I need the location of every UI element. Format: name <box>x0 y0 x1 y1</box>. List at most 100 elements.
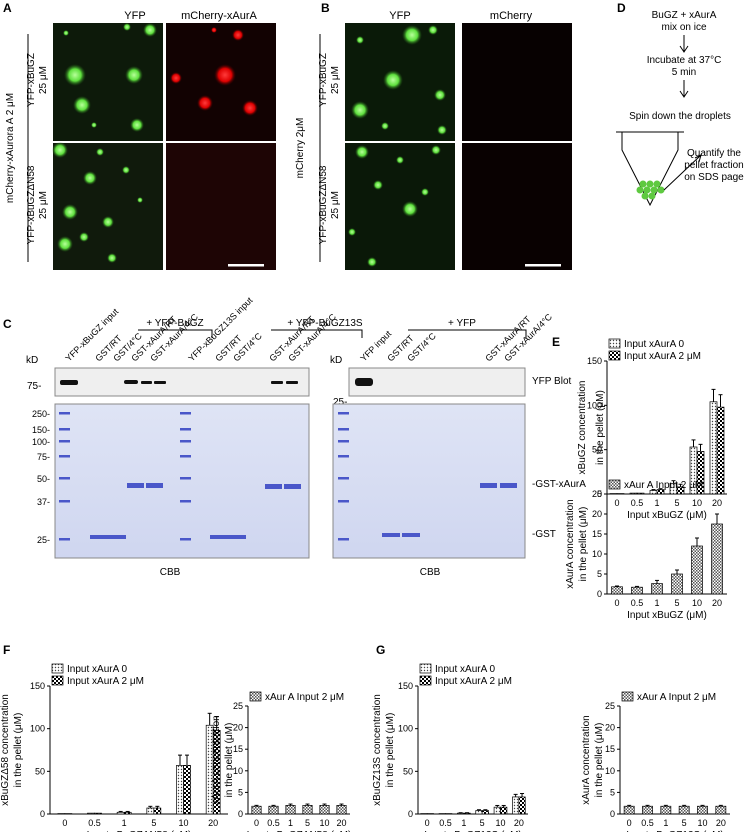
x-axis-label: Input xBuGZΔN58 (μM) <box>247 830 352 832</box>
bar <box>512 796 520 815</box>
cbb-gel-left <box>54 403 310 559</box>
panel-d-step1a: BuGZ + xAurA <box>652 10 717 21</box>
legend-label: xAur A Input 2 μM <box>637 692 716 703</box>
panel-letter-c: C <box>3 317 12 331</box>
bar <box>285 805 296 815</box>
micrograph-b-yfp-bottom <box>345 143 455 270</box>
bar <box>302 805 313 815</box>
yfp-blot-left <box>54 367 310 397</box>
bar <box>671 573 683 595</box>
legend-swatch <box>51 663 64 674</box>
bar <box>445 813 453 815</box>
x-tick-label: 5 <box>682 818 687 828</box>
legend-label: Input xAurA 2 μM <box>67 676 144 687</box>
x-tick-label: 20 <box>712 498 722 508</box>
y-tick-label: 0 <box>610 809 615 819</box>
y-tick-label: 100 <box>587 400 602 410</box>
y-axis-label: in the pellet (μM) <box>595 390 606 465</box>
panel-letter-b: B <box>321 1 330 15</box>
y-axis-label: in the pellet (μM) <box>385 713 396 788</box>
blot-band-yfp <box>355 378 373 386</box>
bar <box>493 806 501 815</box>
y-tick-label: 0 <box>408 809 413 819</box>
panel-letter-f: F <box>3 643 10 657</box>
bar <box>475 810 483 815</box>
arrow-down-icon <box>679 35 689 53</box>
y-axis-label: in the pellet (μM) <box>224 723 235 798</box>
panel-c-group-yfp: + YFP <box>448 318 476 329</box>
legend-swatch <box>51 675 64 686</box>
y-tick-label: 15 <box>233 744 243 754</box>
bar <box>123 811 132 815</box>
legend-swatch <box>419 675 432 686</box>
bar <box>711 523 723 595</box>
y-tick-label: 50 <box>592 445 602 455</box>
x-tick-label: 0 <box>614 598 619 608</box>
ladder-mark: 37- <box>37 497 50 507</box>
x-axis-label: Input xBuGZ (μM) <box>627 610 707 621</box>
bar <box>715 805 727 815</box>
arrow-right-icon <box>663 154 702 191</box>
y-tick-label: 20 <box>233 723 243 733</box>
legend-swatch <box>608 338 621 349</box>
x-tick-label: 10 <box>692 498 702 508</box>
panel-a-side-label: mCherry-xAurora A 2 μM <box>5 93 16 203</box>
bar <box>500 806 508 815</box>
x-tick-label: 5 <box>151 818 156 828</box>
bar <box>709 401 718 495</box>
y-tick-label: 5 <box>597 569 602 579</box>
bar <box>629 492 638 495</box>
y-axis-label: in the pellet (μM) <box>578 507 589 582</box>
x-tick-label: 0.5 <box>88 818 101 828</box>
scale-bar-b <box>525 264 561 267</box>
x-tick-label: 0.5 <box>267 818 280 828</box>
chart-E_top: 0 50 100 150 0 0.5 1 5 10 20 Input xBuGZ (μM) xBuGZ… <box>577 338 727 521</box>
bar <box>616 493 625 495</box>
x-tick-label: 20 <box>716 818 726 828</box>
panel-d-step4a: Quantify the <box>687 148 741 159</box>
panel-d: BuGZ + xAurA mix on ice Incubate at 37°C… <box>616 10 744 207</box>
panel-c-group-bugz: + YFP-BuGZ <box>146 318 203 329</box>
legend-swatch <box>608 479 621 490</box>
panel-d-step4c: on SDS page <box>684 172 744 183</box>
bar <box>87 812 95 815</box>
y-axis-label: xAurA concentration <box>211 715 222 805</box>
legend-swatch <box>608 350 621 361</box>
y-tick-label: 150 <box>587 356 602 366</box>
panel-letter-e: E <box>552 335 560 349</box>
panel-c-group-bugz13s: + YFP-BuGZ13S <box>287 318 362 329</box>
panel-d-step2a: Incubate at 37°C <box>647 55 722 66</box>
y-tick-label: 20 <box>592 509 602 519</box>
pellet-droplets <box>636 180 665 200</box>
x-tick-label: 10 <box>692 598 702 608</box>
panel-c-group-bugz-bracket <box>138 329 213 338</box>
gst-xaura-label: -GST-xAurA <box>532 479 586 490</box>
bar <box>623 805 635 815</box>
bar <box>268 805 279 815</box>
bar <box>57 813 66 815</box>
x-tick-label: 1 <box>288 818 293 828</box>
y-tick-label: 100 <box>398 724 413 734</box>
kd-label-left: kD <box>26 355 38 366</box>
x-tick-label: 10 <box>319 818 329 828</box>
legend-label: Input xAurA 0 <box>435 664 495 675</box>
y-tick-label: 15 <box>605 744 615 754</box>
gel-bands-left <box>59 412 301 541</box>
bar <box>426 813 434 815</box>
panel-b-col-yfp: YFP <box>389 10 410 22</box>
y-tick-label: 25 <box>233 701 243 711</box>
bar <box>611 586 623 595</box>
x-tick-label: 20 <box>712 598 722 608</box>
ladder-mark: 250- <box>32 409 50 419</box>
gel-bands-right <box>338 412 517 541</box>
y-tick-label: 10 <box>605 766 615 776</box>
panel-letter-d: D <box>617 1 626 15</box>
panel-b-row2-conc: 25 μM <box>330 191 341 219</box>
legend-label: xAur A Input 2 μM <box>265 692 344 703</box>
panel-a-col-mcherry: mCherry-xAurA <box>181 10 257 22</box>
y-axis-label: xBuGZΔ58 concentration <box>0 694 11 806</box>
panel-letter-a: A <box>3 1 12 15</box>
y-axis-label: xAurA concentration <box>565 499 576 589</box>
